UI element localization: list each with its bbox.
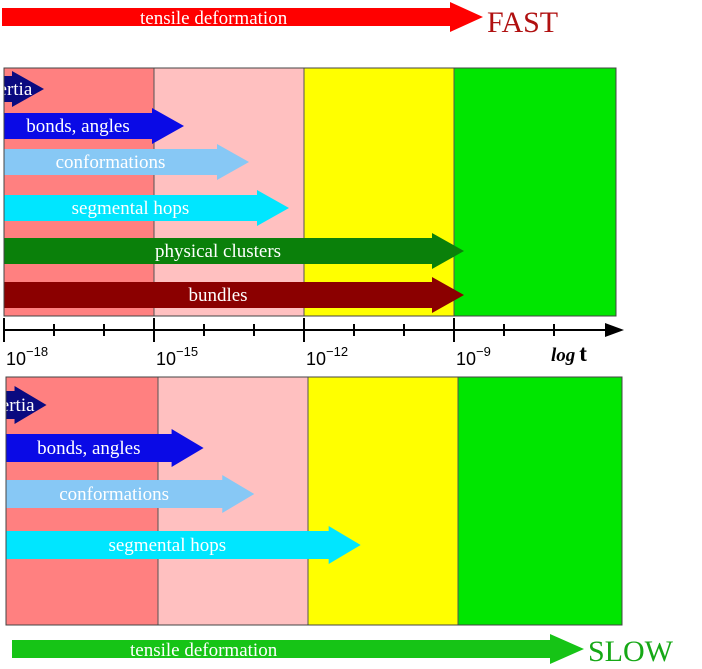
- fast-arrow-label-inertia: inertia: [0, 79, 33, 100]
- slow-arrow-segmental-hops: [6, 526, 361, 564]
- time-axis-arrowhead: [605, 323, 624, 337]
- footer-arrow-group: tensile deformation SLOW: [12, 634, 674, 668]
- fast-arrow-label-bundles: bundles: [188, 285, 247, 306]
- fast-arrow-segmental-hops: [4, 190, 289, 226]
- slow-arrow-bonds-angles: [6, 429, 204, 467]
- slow-arrow-label-inertia: inertia: [0, 395, 35, 416]
- slow-arrow-label-segmental-hops: segmental hops: [108, 535, 226, 556]
- slow-arrow-label-conformations: conformations: [59, 484, 169, 505]
- fast-arrow-conformations: [4, 144, 249, 180]
- slow-panel-frame: [5, 376, 623, 626]
- fast-arrow-label-physical-clusters: physical clusters: [155, 241, 281, 262]
- header-arrow-label: tensile deformation: [140, 8, 288, 29]
- slow-label: SLOW: [588, 635, 674, 668]
- fast-arrow-label-bonds-angles: bonds, angles: [26, 116, 129, 137]
- header-arrow-group: tensile deformation FAST: [2, 2, 558, 39]
- slow-panel: inertia bonds, angles conformations segment…: [0, 376, 623, 626]
- fast-arrow-label-segmental-hops: segmental hops: [72, 198, 190, 219]
- slow-zone-4: [457, 376, 623, 626]
- header-arrow: [2, 2, 483, 32]
- axis-title-log: log: [551, 345, 575, 366]
- fast-zone-2: [153, 67, 305, 317]
- axis-title-t: t: [579, 341, 587, 366]
- fast-arrow-label-conformations: conformations: [56, 152, 166, 173]
- fast-label: FAST: [487, 6, 558, 39]
- axis-tick-label: 10−15: [156, 344, 198, 369]
- axis-title: log t: [551, 341, 587, 366]
- fast-zone-4: [453, 67, 617, 317]
- footer-arrow-label: tensile deformation: [130, 640, 278, 661]
- fast-panel-frame: [3, 67, 617, 317]
- fast-arrow-inertia: [4, 71, 44, 107]
- axis-tick-label: 10−12: [306, 344, 348, 369]
- slow-zone-3: [307, 376, 459, 626]
- slow-arrow-conformations: [6, 475, 255, 513]
- footer-arrow: [12, 634, 584, 664]
- fast-arrow-bonds-angles: [4, 108, 184, 144]
- fast-zone-1: [3, 67, 155, 317]
- slow-arrow-inertia: [6, 386, 47, 424]
- axis-tick-label: 10−18: [6, 344, 48, 369]
- fast-arrow-bundles: [4, 277, 464, 313]
- slow-arrow-label-bonds-angles: bonds, angles: [37, 438, 140, 459]
- fast-arrow-physical-clusters: [4, 233, 464, 269]
- fast-zone-3: [303, 67, 455, 317]
- fast-panel: inertia bonds, angles conformations segment…: [0, 67, 617, 317]
- time-axis: 10−18 10−15 10−12 10−9 log t: [3, 318, 624, 369]
- axis-tick-label: 10−9: [456, 344, 491, 369]
